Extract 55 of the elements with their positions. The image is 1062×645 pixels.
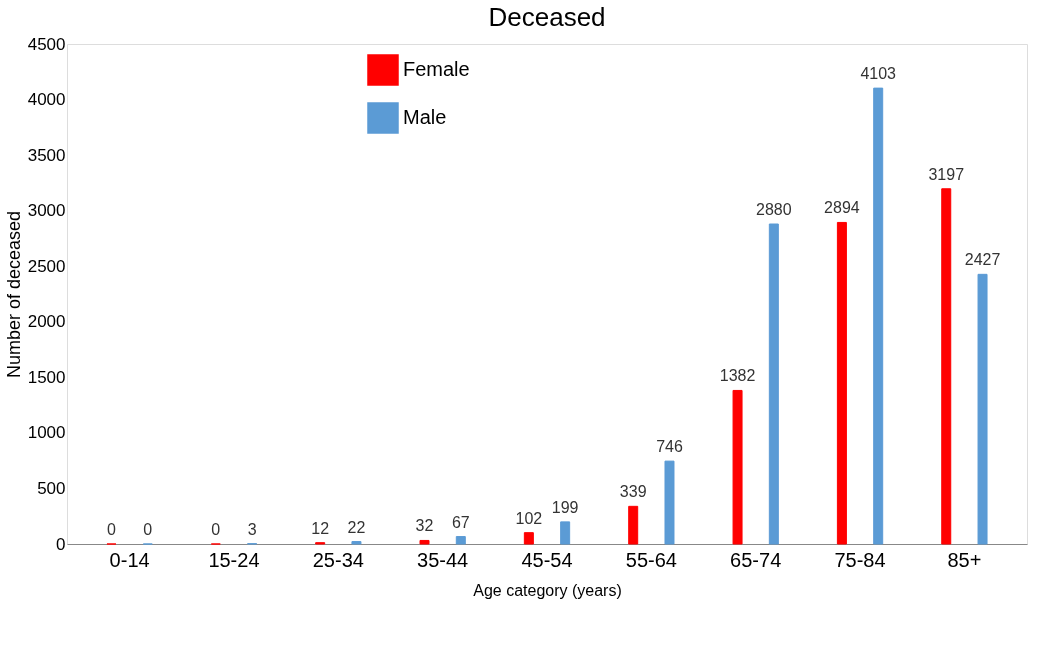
x-tick-label: 85+	[947, 548, 982, 571]
bar	[351, 541, 362, 545]
data-label: 102	[515, 509, 543, 527]
data-label: 2880	[756, 201, 792, 218]
data-label: 2427	[964, 251, 1001, 269]
y-tick-label: 0	[56, 534, 66, 554]
y-tick-label: 4500	[27, 34, 66, 54]
x-tick-label: 25-34	[312, 548, 364, 571]
data-label: 3	[247, 520, 257, 538]
x-axis-title: Age category (years)	[473, 581, 622, 599]
x-tick-label: 0-14	[109, 548, 150, 571]
data-label: 22	[347, 518, 366, 536]
y-tick-label: 1000	[27, 423, 66, 443]
y-tick-label: 500	[37, 478, 66, 498]
x-tick-label: 45-54	[521, 548, 573, 571]
y-tick-label: 2000	[27, 312, 66, 332]
data-label: 1382	[719, 367, 756, 385]
bar	[941, 188, 952, 545]
x-tick-label: 15-24	[208, 548, 260, 571]
bar	[977, 273, 988, 545]
legend-label: Female	[403, 58, 470, 80]
data-label: 339	[619, 483, 647, 501]
data-label: 67	[451, 513, 470, 531]
data-label: 2894	[824, 199, 860, 217]
data-label: 0	[107, 521, 117, 538]
y-tick-label: 4000	[27, 90, 66, 110]
bar	[768, 223, 779, 545]
y-tick-label: 2500	[27, 256, 66, 276]
x-tick-label: 55-64	[625, 548, 677, 571]
chart-title: Deceased	[488, 2, 606, 32]
legend-label: Male	[403, 106, 447, 128]
data-label: 199	[551, 498, 579, 516]
y-tick-label: 1500	[27, 367, 66, 387]
bar	[628, 505, 639, 545]
bar	[455, 536, 466, 545]
data-label: 746	[656, 438, 683, 456]
bar	[560, 521, 571, 545]
data-label: 0	[211, 521, 221, 538]
bar	[836, 221, 847, 545]
bar	[419, 539, 430, 545]
data-label: 32	[415, 517, 434, 535]
data-label: 4103	[860, 65, 897, 83]
bar	[873, 87, 884, 545]
x-tick-label: 75-84	[834, 548, 886, 571]
bar	[523, 532, 534, 545]
y-tick-label: 3000	[27, 201, 66, 221]
bar	[732, 389, 743, 545]
y-axis-title: Number of deceased	[3, 210, 24, 379]
data-label: 3197	[928, 165, 965, 183]
x-tick-label: 65-74	[730, 548, 782, 571]
data-label: 12	[311, 519, 330, 537]
y-tick-label: 3500	[27, 145, 66, 165]
x-tick-label: 35-44	[417, 548, 469, 571]
bar	[664, 460, 675, 545]
data-label: 0	[143, 521, 153, 538]
